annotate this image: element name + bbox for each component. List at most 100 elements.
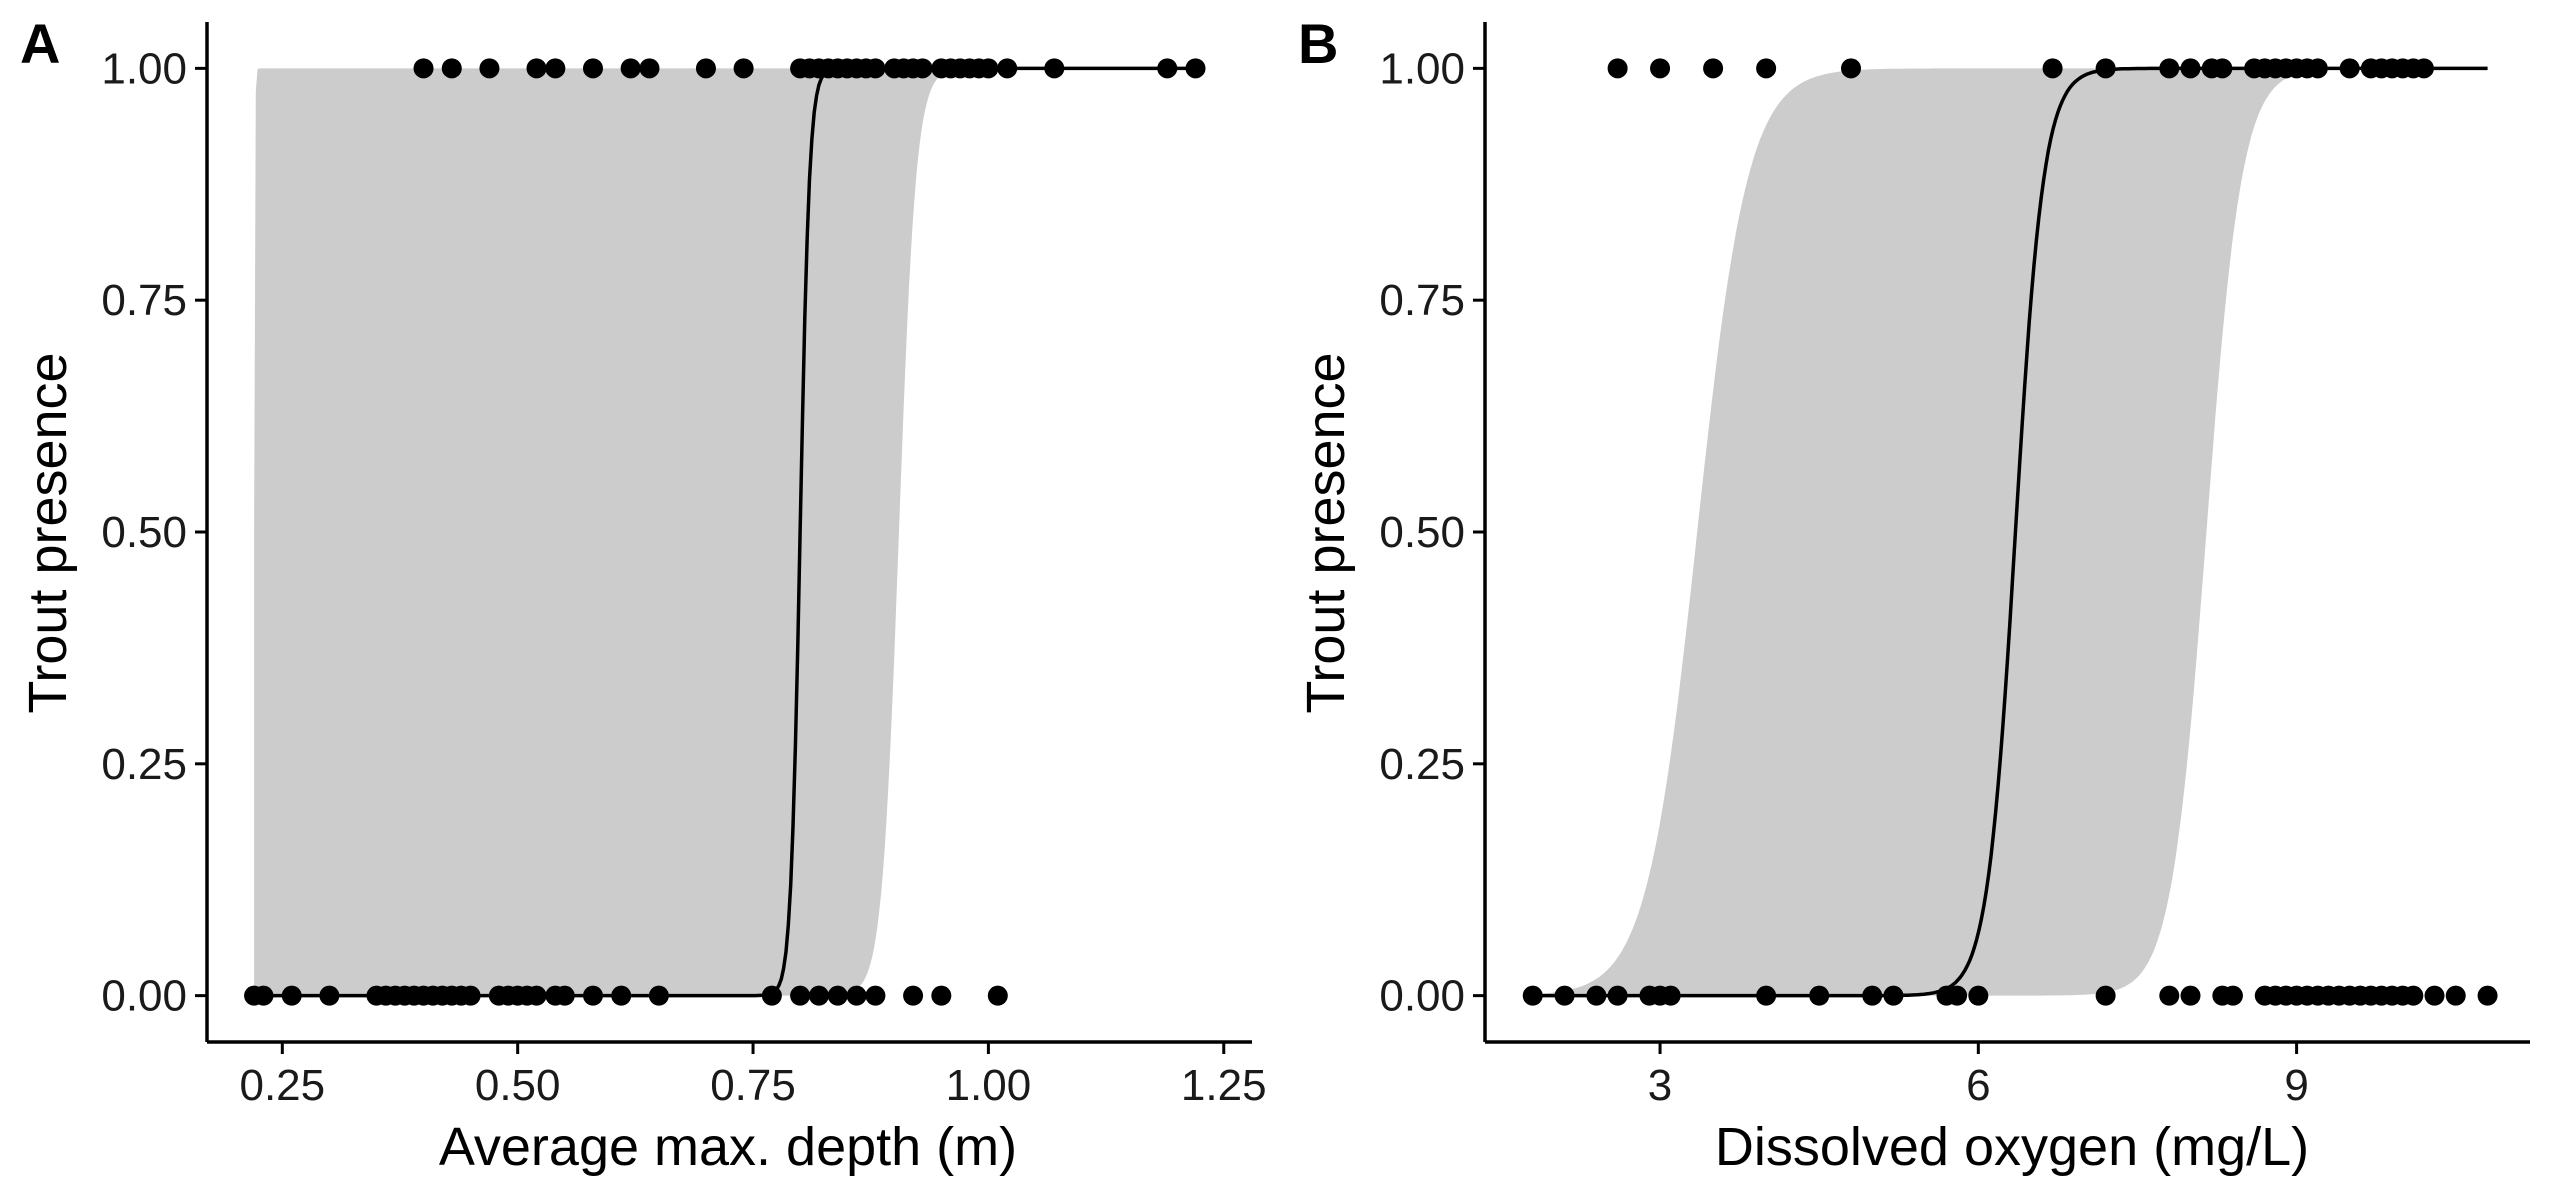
data-points	[1522, 58, 2498, 1006]
confidence-band	[254, 68, 951, 996]
data-point-present	[2413, 58, 2434, 79]
data-point-absent	[931, 985, 952, 1006]
data-point-absent	[611, 985, 632, 1006]
data-point-present	[1607, 58, 1628, 79]
x-tick-label: 9	[2284, 1061, 2308, 1110]
data-point-present	[413, 58, 434, 79]
data-point-absent	[790, 985, 811, 1006]
panel-b-x-axis-title: Dissolved oxygen (mg/L)	[1715, 1117, 2309, 1177]
data-point-absent	[1660, 985, 1681, 1006]
y-tick-label: 0.75	[101, 276, 187, 325]
data-point-absent	[987, 985, 1008, 1006]
data-point-absent	[554, 985, 575, 1006]
data-point-absent	[865, 985, 886, 1006]
data-points	[244, 58, 1206, 1006]
data-point-present	[2212, 58, 2233, 79]
confidence-band	[1532, 68, 2488, 996]
axes: 0.00 0.25 0.50 0.75 1.00 3 6 9	[1379, 22, 2530, 1110]
data-point-absent	[2424, 985, 2445, 1006]
x-tick-label: 6	[1966, 1061, 1990, 1110]
data-point-absent	[827, 985, 848, 1006]
x-tick-label: 0.25	[239, 1061, 325, 1110]
data-point-present	[1703, 58, 1724, 79]
data-point-absent	[2477, 985, 2498, 1006]
data-point-present	[2042, 58, 2063, 79]
data-point-present	[912, 58, 933, 79]
data-point-absent	[2222, 985, 2243, 1006]
data-point-absent	[761, 985, 782, 1006]
data-point-absent	[2403, 985, 2424, 1006]
data-point-present	[1756, 58, 1777, 79]
panel-a-tag: A	[20, 12, 60, 75]
y-tick-label: 1.00	[1379, 44, 1465, 93]
data-point-present	[526, 58, 547, 79]
y-tick-label: 0.75	[1379, 276, 1465, 325]
data-point-present	[1157, 58, 1178, 79]
data-point-present	[733, 58, 754, 79]
y-tick-label: 0.00	[1379, 972, 1465, 1021]
data-point-absent	[1607, 985, 1628, 1006]
data-point-absent	[526, 985, 547, 1006]
data-point-present	[2339, 58, 2360, 79]
confidence-band-area	[254, 68, 951, 996]
data-point-present	[479, 58, 500, 79]
data-point-absent	[1862, 985, 1883, 1006]
data-point-present	[620, 58, 641, 79]
data-point-absent	[1586, 985, 1607, 1006]
fitted-curve	[1532, 66, 2488, 998]
data-point-absent	[1809, 985, 1830, 1006]
data-point-present	[2095, 58, 2116, 79]
x-tick-label: 0.50	[475, 1061, 561, 1110]
data-point-absent	[460, 985, 481, 1006]
y-tick-label: 0.50	[1379, 508, 1465, 557]
axes: 0.00 0.25 0.50 0.75 1.00 0.25 0.50 0.75 1.00 1.25	[101, 22, 1267, 1110]
panel-b-tag: B	[1298, 12, 1338, 75]
data-point-absent	[582, 985, 603, 1006]
data-point-present	[2307, 58, 2328, 79]
data-point-absent	[1883, 985, 1904, 1006]
data-point-present	[695, 58, 716, 79]
data-point-absent	[2445, 985, 2466, 1006]
data-point-present	[997, 58, 1018, 79]
y-tick-label: 0.50	[101, 508, 187, 557]
data-point-absent	[253, 985, 274, 1006]
panel-b-y-axis-title: Trout presence	[1296, 352, 1356, 713]
data-point-absent	[1756, 985, 1777, 1006]
data-point-present	[2180, 58, 2201, 79]
data-point-present	[1841, 58, 1862, 79]
data-point-absent	[1947, 985, 1968, 1006]
data-point-absent	[319, 985, 340, 1006]
data-point-absent	[648, 985, 669, 1006]
x-tick-label: 1.25	[1181, 1061, 1267, 1110]
data-point-present	[2159, 58, 2180, 79]
data-point-absent	[281, 985, 302, 1006]
panel-a: A 0.00 0.25 0.50 0.75 1.00 0.25 0.50 0.75 1.00 1.…	[18, 12, 1267, 1177]
fitted-logistic-line	[1532, 66, 2488, 998]
confidence-band-area	[1532, 68, 2488, 996]
data-point-absent	[808, 985, 829, 1006]
x-tick-label: 1.00	[946, 1061, 1032, 1110]
y-tick-label: 0.25	[1379, 740, 1465, 789]
x-tick-label: 0.75	[710, 1061, 796, 1110]
data-point-absent	[1968, 985, 1989, 1006]
data-point-absent	[1554, 985, 1575, 1006]
data-point-present	[545, 58, 566, 79]
y-tick-label: 0.25	[101, 740, 187, 789]
data-point-present	[582, 58, 603, 79]
data-point-present	[1185, 58, 1206, 79]
data-point-absent	[2159, 985, 2180, 1006]
x-tick-label: 3	[1648, 1061, 1672, 1110]
data-point-present	[639, 58, 660, 79]
data-point-present	[441, 58, 462, 79]
data-point-absent	[846, 985, 867, 1006]
data-point-absent	[2180, 985, 2201, 1006]
panel-a-y-axis-title: Trout presence	[18, 352, 78, 713]
data-point-present	[978, 58, 999, 79]
y-tick-label: 1.00	[101, 44, 187, 93]
panel-a-x-axis-title: Average max. depth (m)	[439, 1117, 1017, 1177]
data-point-present	[865, 58, 886, 79]
data-point-present	[1044, 58, 1065, 79]
data-point-absent	[1522, 985, 1543, 1006]
data-point-absent	[903, 985, 924, 1006]
